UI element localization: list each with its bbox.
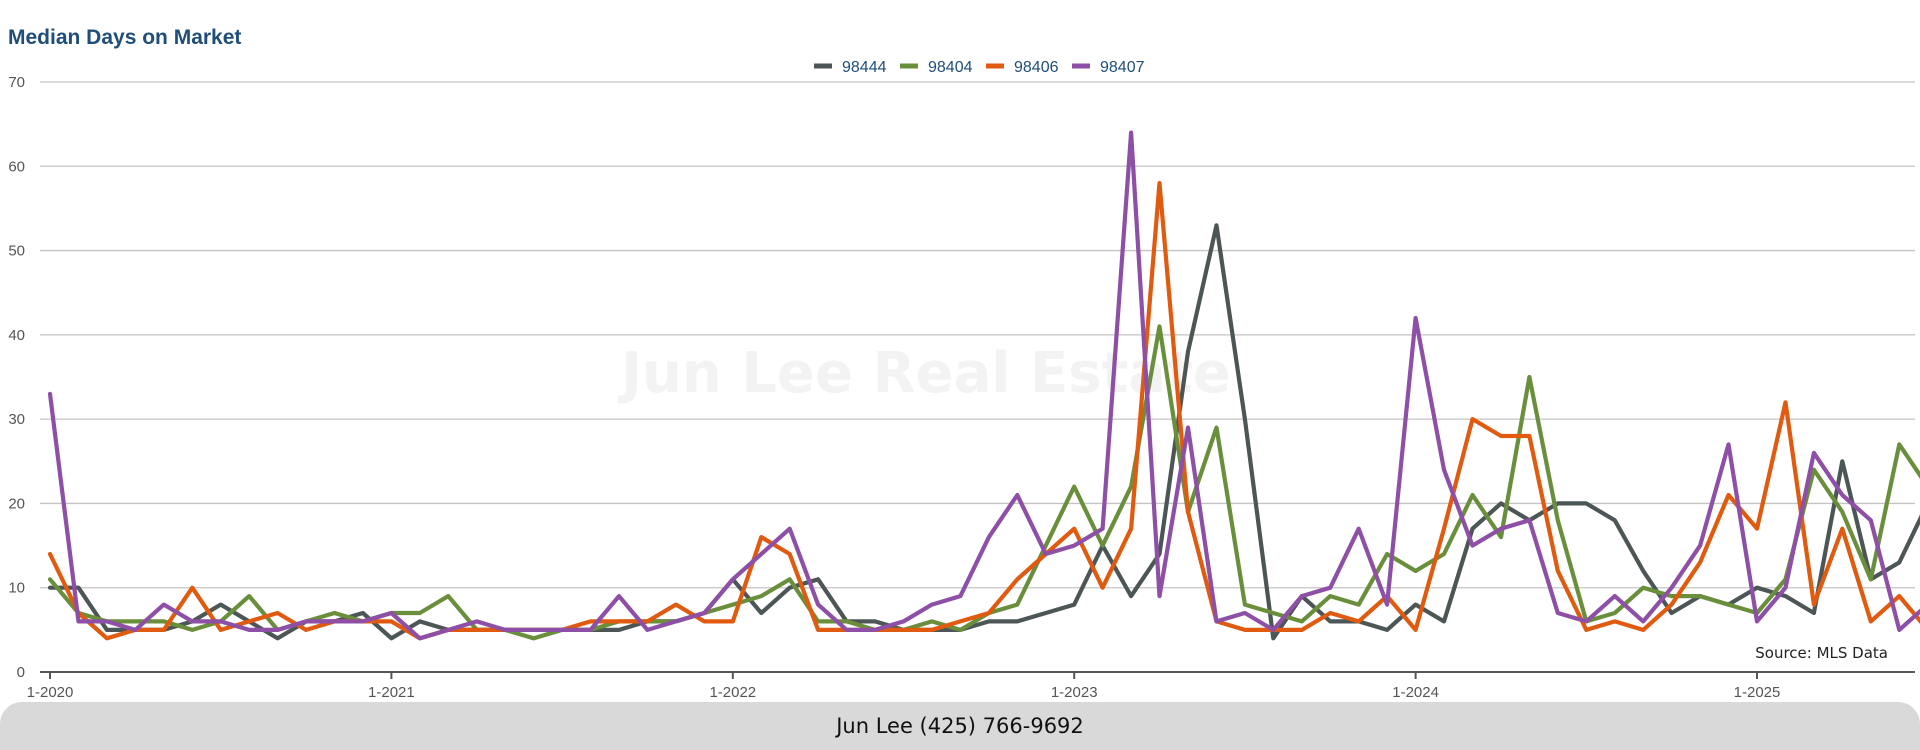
series-lines — [47, 130, 1920, 641]
y-tick-label: 30 — [8, 411, 25, 428]
legend-label-98407: 98407 — [1100, 59, 1145, 76]
legend-label-98404: 98404 — [928, 59, 973, 76]
x-tick-label: 1-2020 — [27, 684, 74, 701]
y-tick-label: 40 — [8, 327, 25, 344]
y-tick-label: 10 — [8, 580, 25, 597]
source-label: Source: MLS Data — [1755, 644, 1888, 662]
legend-label-98444: 98444 — [842, 59, 887, 76]
grid-lines — [40, 81, 1915, 589]
y-tick-label: 50 — [8, 243, 25, 260]
footer-bar: Jun Lee (425) 766-9692 — [0, 702, 1920, 750]
x-tick-label: 1-2024 — [1392, 684, 1439, 701]
x-tick-label: 1-2023 — [1051, 684, 1098, 701]
legend-label-98406: 98406 — [1014, 59, 1059, 76]
y-tick-label: 0 — [17, 664, 25, 681]
axes: 0 10 20 30 40 50 60 70 1-2020 1-2021 1-2022 1-2023 1… — [8, 74, 1915, 701]
watermark-text: Jun Lee Real Estate — [617, 341, 1231, 406]
line-chart: Jun Lee Real Estate 0 10 20 30 40 50 60 70 1-202… — [8, 59, 1920, 701]
footer-contact: Jun Lee (425) 766-9692 — [836, 714, 1084, 738]
series-line-98406 — [47, 181, 1920, 641]
chart-title: Median Days on Market — [8, 26, 242, 49]
y-tick-label: 70 — [8, 74, 25, 91]
x-tick-label: 1-2025 — [1734, 684, 1781, 701]
legend: 98444 98404 98406 98407 — [814, 59, 1145, 76]
series-line-98444 — [47, 223, 1920, 641]
series-line-98407 — [47, 130, 1920, 641]
y-tick-label: 60 — [8, 158, 25, 175]
x-tick-label: 1-2021 — [368, 684, 415, 701]
x-tick-label: 1-2022 — [709, 684, 756, 701]
y-tick-label: 20 — [8, 495, 25, 512]
